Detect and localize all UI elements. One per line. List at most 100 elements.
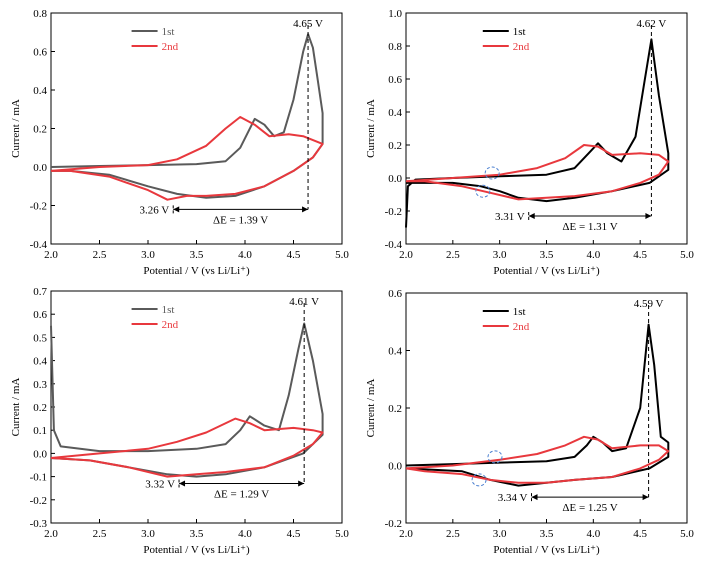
y-axis-label: Current / mA xyxy=(365,379,377,438)
x-tick-label: 2.5 xyxy=(446,528,460,540)
y-tick-label: 0.0 xyxy=(388,461,402,473)
y-tick-label: -0.2 xyxy=(30,495,47,507)
y-tick-label: 0.4 xyxy=(388,107,402,119)
x-tick-label: 4.5 xyxy=(633,528,647,540)
peak-label: 4.59 V xyxy=(634,298,664,310)
x-axis-label: Potential / V (vs Li/Li⁺) xyxy=(143,265,250,277)
y-tick-label: 1.0 xyxy=(388,8,402,20)
y-tick-label: 0.8 xyxy=(33,8,47,20)
highlight-circle xyxy=(471,473,487,487)
x-tick-label: 2.0 xyxy=(44,528,58,540)
delta-label: ΔE = 1.25 V xyxy=(562,502,617,514)
series-line-2nd xyxy=(405,435,670,484)
low-label: 3.32 V xyxy=(145,479,175,491)
chart-panel-2: 2.0 2.5 3.0 3.5 4.0 4.5 5.0 -0.4 -0.2 0.0 0.2 0.4 0.… xyxy=(365,8,694,277)
series-line-2nd xyxy=(50,417,324,478)
y-axis-label: Current / mA xyxy=(10,378,22,437)
x-tick-label: 5.0 xyxy=(335,528,349,540)
y-tick-label: -0.2 xyxy=(385,518,402,530)
x-tick-label: 2.0 xyxy=(44,249,58,261)
x-tick-label: 4.5 xyxy=(287,249,301,261)
peak-label: 4.65 V xyxy=(293,18,323,30)
delta-arrowhead-left xyxy=(173,206,180,213)
delta-label: ΔE = 1.31 V xyxy=(562,221,617,233)
x-tick-label: 4.0 xyxy=(586,528,600,540)
y-tick-label: -0.2 xyxy=(385,206,402,218)
x-tick-label: 3.0 xyxy=(141,249,155,261)
y-tick-label: -0.1 xyxy=(30,472,47,484)
y-tick-label: 0.0 xyxy=(33,448,47,460)
series-line-2nd xyxy=(50,116,324,201)
chart-panel-3: 2.0 2.5 3.0 3.5 4.0 4.5 5.0 -0.3 -0.2 -0.1 0.0 0.1 0… xyxy=(10,286,349,556)
delta-label: ΔE = 1.29 V xyxy=(214,489,269,501)
x-tick-label: 3.5 xyxy=(190,249,204,261)
x-axis-label: Potential / V (vs Li/Li⁺) xyxy=(143,544,250,556)
y-tick-label: -0.2 xyxy=(30,201,47,213)
y-tick-label: 0.2 xyxy=(33,402,47,414)
x-tick-label: 2.0 xyxy=(399,249,413,261)
legend-label-2nd: 2nd xyxy=(162,319,179,331)
legend-label-1st: 1st xyxy=(513,26,526,38)
y-tick-label: 0.6 xyxy=(33,47,47,59)
x-tick-label: 4.5 xyxy=(633,249,647,261)
legend-label-2nd: 2nd xyxy=(162,41,179,53)
y-tick-label: 0.7 xyxy=(33,286,47,298)
delta-arrowhead-right xyxy=(302,206,309,213)
x-tick-label: 2.5 xyxy=(446,249,460,261)
x-tick-label: 3.5 xyxy=(190,528,204,540)
y-tick-label: -0.4 xyxy=(30,239,48,251)
highlight-circle xyxy=(475,184,491,198)
chart-panel-4: 2.0 2.5 3.0 3.5 4.0 4.5 5.0 -0.2 0.0 0.2 0.4 0.6 Pot… xyxy=(365,288,694,556)
legend-label-1st: 1st xyxy=(513,306,526,318)
series-line-1st xyxy=(405,323,670,487)
y-axis-label: Current / mA xyxy=(365,99,377,158)
y-tick-label: 0.1 xyxy=(33,425,47,437)
x-axis-label: Potential / V (vs Li/Li⁺) xyxy=(493,265,600,277)
y-tick-label: -0.4 xyxy=(385,239,403,251)
y-tick-label: -0.3 xyxy=(30,518,48,530)
y-axis-label: Current / mA xyxy=(10,99,22,158)
y-tick-label: 0.6 xyxy=(388,288,402,300)
y-tick-label: 0.2 xyxy=(33,124,47,136)
y-tick-label: 0.4 xyxy=(388,346,402,358)
plot-frame xyxy=(50,290,343,524)
peak-label: 4.62 V xyxy=(637,18,667,30)
legend-label-2nd: 2nd xyxy=(513,41,530,53)
y-tick-label: 0.6 xyxy=(388,74,402,86)
x-tick-label: 5.0 xyxy=(335,249,349,261)
y-tick-label: 0.2 xyxy=(388,403,402,415)
delta-arrowhead-left xyxy=(531,494,538,501)
low-label: 3.31 V xyxy=(495,211,525,223)
y-tick-label: 0.3 xyxy=(33,379,47,391)
delta-arrowhead-right xyxy=(645,212,652,219)
legend-label-1st: 1st xyxy=(162,304,175,316)
x-tick-label: 5.0 xyxy=(680,249,694,261)
x-tick-label: 3.0 xyxy=(493,249,507,261)
y-tick-label: 0.8 xyxy=(388,41,402,53)
x-tick-label: 5.0 xyxy=(680,528,694,540)
x-tick-label: 3.5 xyxy=(540,249,554,261)
x-tick-label: 4.0 xyxy=(586,249,600,261)
y-tick-label: 0.5 xyxy=(33,332,47,344)
series-line-1st xyxy=(50,322,324,478)
low-label: 3.26 V xyxy=(139,204,169,216)
delta-label: ΔE = 1.39 V xyxy=(213,214,268,226)
x-tick-label: 4.0 xyxy=(238,528,252,540)
x-tick-label: 4.5 xyxy=(287,528,301,540)
chart-panel-1: 2.0 2.5 3.0 3.5 4.0 4.5 5.0 -0.4 -0.2 0.0 0.2 0.4 0.… xyxy=(10,8,349,277)
x-tick-label: 4.0 xyxy=(238,249,252,261)
plot-frame xyxy=(405,292,688,524)
x-tick-label: 2.5 xyxy=(93,528,107,540)
series-line-2nd xyxy=(405,144,670,201)
highlight-circle xyxy=(484,166,500,180)
x-tick-label: 3.0 xyxy=(141,528,155,540)
legend-label-1st: 1st xyxy=(162,26,175,38)
delta-arrowhead-right xyxy=(642,494,649,501)
y-tick-label: 0.2 xyxy=(388,140,402,152)
plot-frame xyxy=(405,12,688,245)
y-tick-label: 0.4 xyxy=(33,85,47,97)
x-axis-label: Potential / V (vs Li/Li⁺) xyxy=(493,544,600,556)
peak-label: 4.61 V xyxy=(289,296,319,308)
low-label: 3.34 V xyxy=(498,492,528,504)
